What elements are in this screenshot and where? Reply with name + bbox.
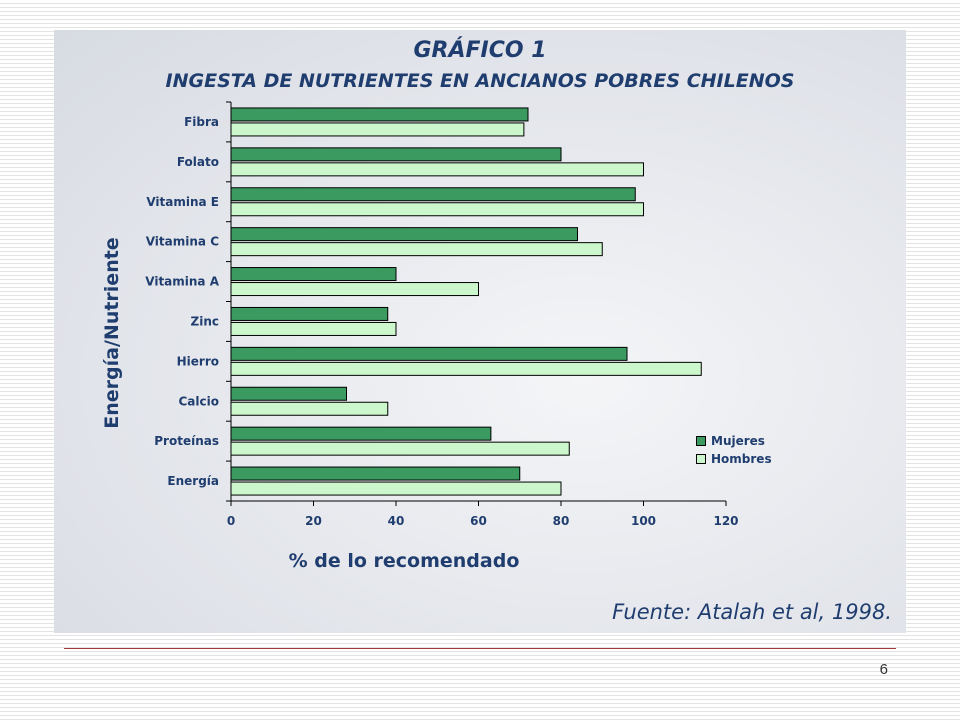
x-tick-label-20: 20 — [305, 514, 322, 528]
chart-panel: GRÁFICO 1 INGESTA DE NUTRIENTES EN ANCIA… — [54, 30, 906, 633]
bar-calcio-hombres — [230, 401, 389, 416]
x-tick-label-80: 80 — [553, 514, 570, 528]
bar-vitamina-e-hombres — [230, 202, 644, 217]
bar-hierro-hombres — [230, 361, 702, 376]
bar-energia-hombres — [230, 481, 562, 496]
y-tick-label-folato: Folato — [177, 155, 219, 169]
source-note: Fuente: Atalah et al, 1998. — [612, 600, 892, 624]
y-tick-label-vitamina-a: Vitamina A — [145, 275, 219, 289]
bar-folato-mujeres — [230, 147, 562, 162]
x-tick-label-0: 0 — [227, 514, 235, 528]
y-tick-label-vitamina-e: Vitamina E — [146, 195, 219, 209]
legend-swatch-mujeres — [696, 436, 706, 446]
y-tick-label-fibra: Fibra — [184, 115, 219, 129]
bar-proteinas-hombres — [230, 441, 570, 456]
bar-vitamina-a-mujeres — [230, 267, 397, 282]
x-tick-label-40: 40 — [388, 514, 405, 528]
y-tick-label-hierro: Hierro — [177, 354, 219, 368]
bar-vitamina-c-mujeres — [230, 227, 578, 242]
bar-chart: Fibra Folato Vitamina E Vitamina C Vitamina … — [145, 101, 739, 528]
bar-zinc-hombres — [230, 321, 397, 336]
chart-legend: Mujeres Hombres — [696, 432, 772, 468]
bar-vitamina-c-hombres — [230, 242, 603, 257]
bar-vitamina-a-hombres — [230, 282, 479, 297]
x-axis-label: % de lo recomendado — [288, 550, 520, 572]
bar-proteinas-mujeres — [230, 426, 492, 441]
footer-divider — [64, 648, 896, 649]
x-tick-label-120: 120 — [713, 514, 738, 528]
legend-label-hombres: Hombres — [711, 452, 772, 466]
legend-item-hombres: Hombres — [696, 450, 772, 468]
legend-item-mujeres: Mujeres — [696, 432, 772, 450]
bar-energia-mujeres — [230, 466, 521, 481]
bar-vitamina-e-mujeres — [230, 187, 636, 202]
bar-fibra-mujeres — [230, 107, 529, 122]
chart-title: GRÁFICO 1 — [413, 38, 547, 63]
bar-zinc-mujeres — [230, 306, 389, 321]
y-tick-label-energia: Energía — [167, 474, 219, 488]
y-axis-label: Energía/Nutriente — [101, 237, 123, 429]
x-tick-label-100: 100 — [631, 514, 656, 528]
bar-folato-hombres — [230, 162, 644, 177]
bar-hierro-mujeres — [230, 346, 628, 361]
bar-fibra-hombres — [230, 122, 525, 137]
y-tick-label-proteinas: Proteínas — [154, 434, 219, 448]
page-number: 6 — [879, 661, 888, 678]
x-tick-label-60: 60 — [470, 514, 487, 528]
chart-subtitle: INGESTA DE NUTRIENTES EN ANCIANOS POBRES… — [165, 70, 795, 92]
legend-label-mujeres: Mujeres — [711, 434, 765, 448]
y-tick-label-zinc: Zinc — [191, 314, 219, 328]
legend-swatch-hombres — [696, 454, 706, 464]
bar-calcio-mujeres — [230, 386, 347, 401]
y-tick-label-vitamina-c: Vitamina C — [146, 235, 219, 249]
y-tick-label-calcio: Calcio — [179, 394, 220, 408]
